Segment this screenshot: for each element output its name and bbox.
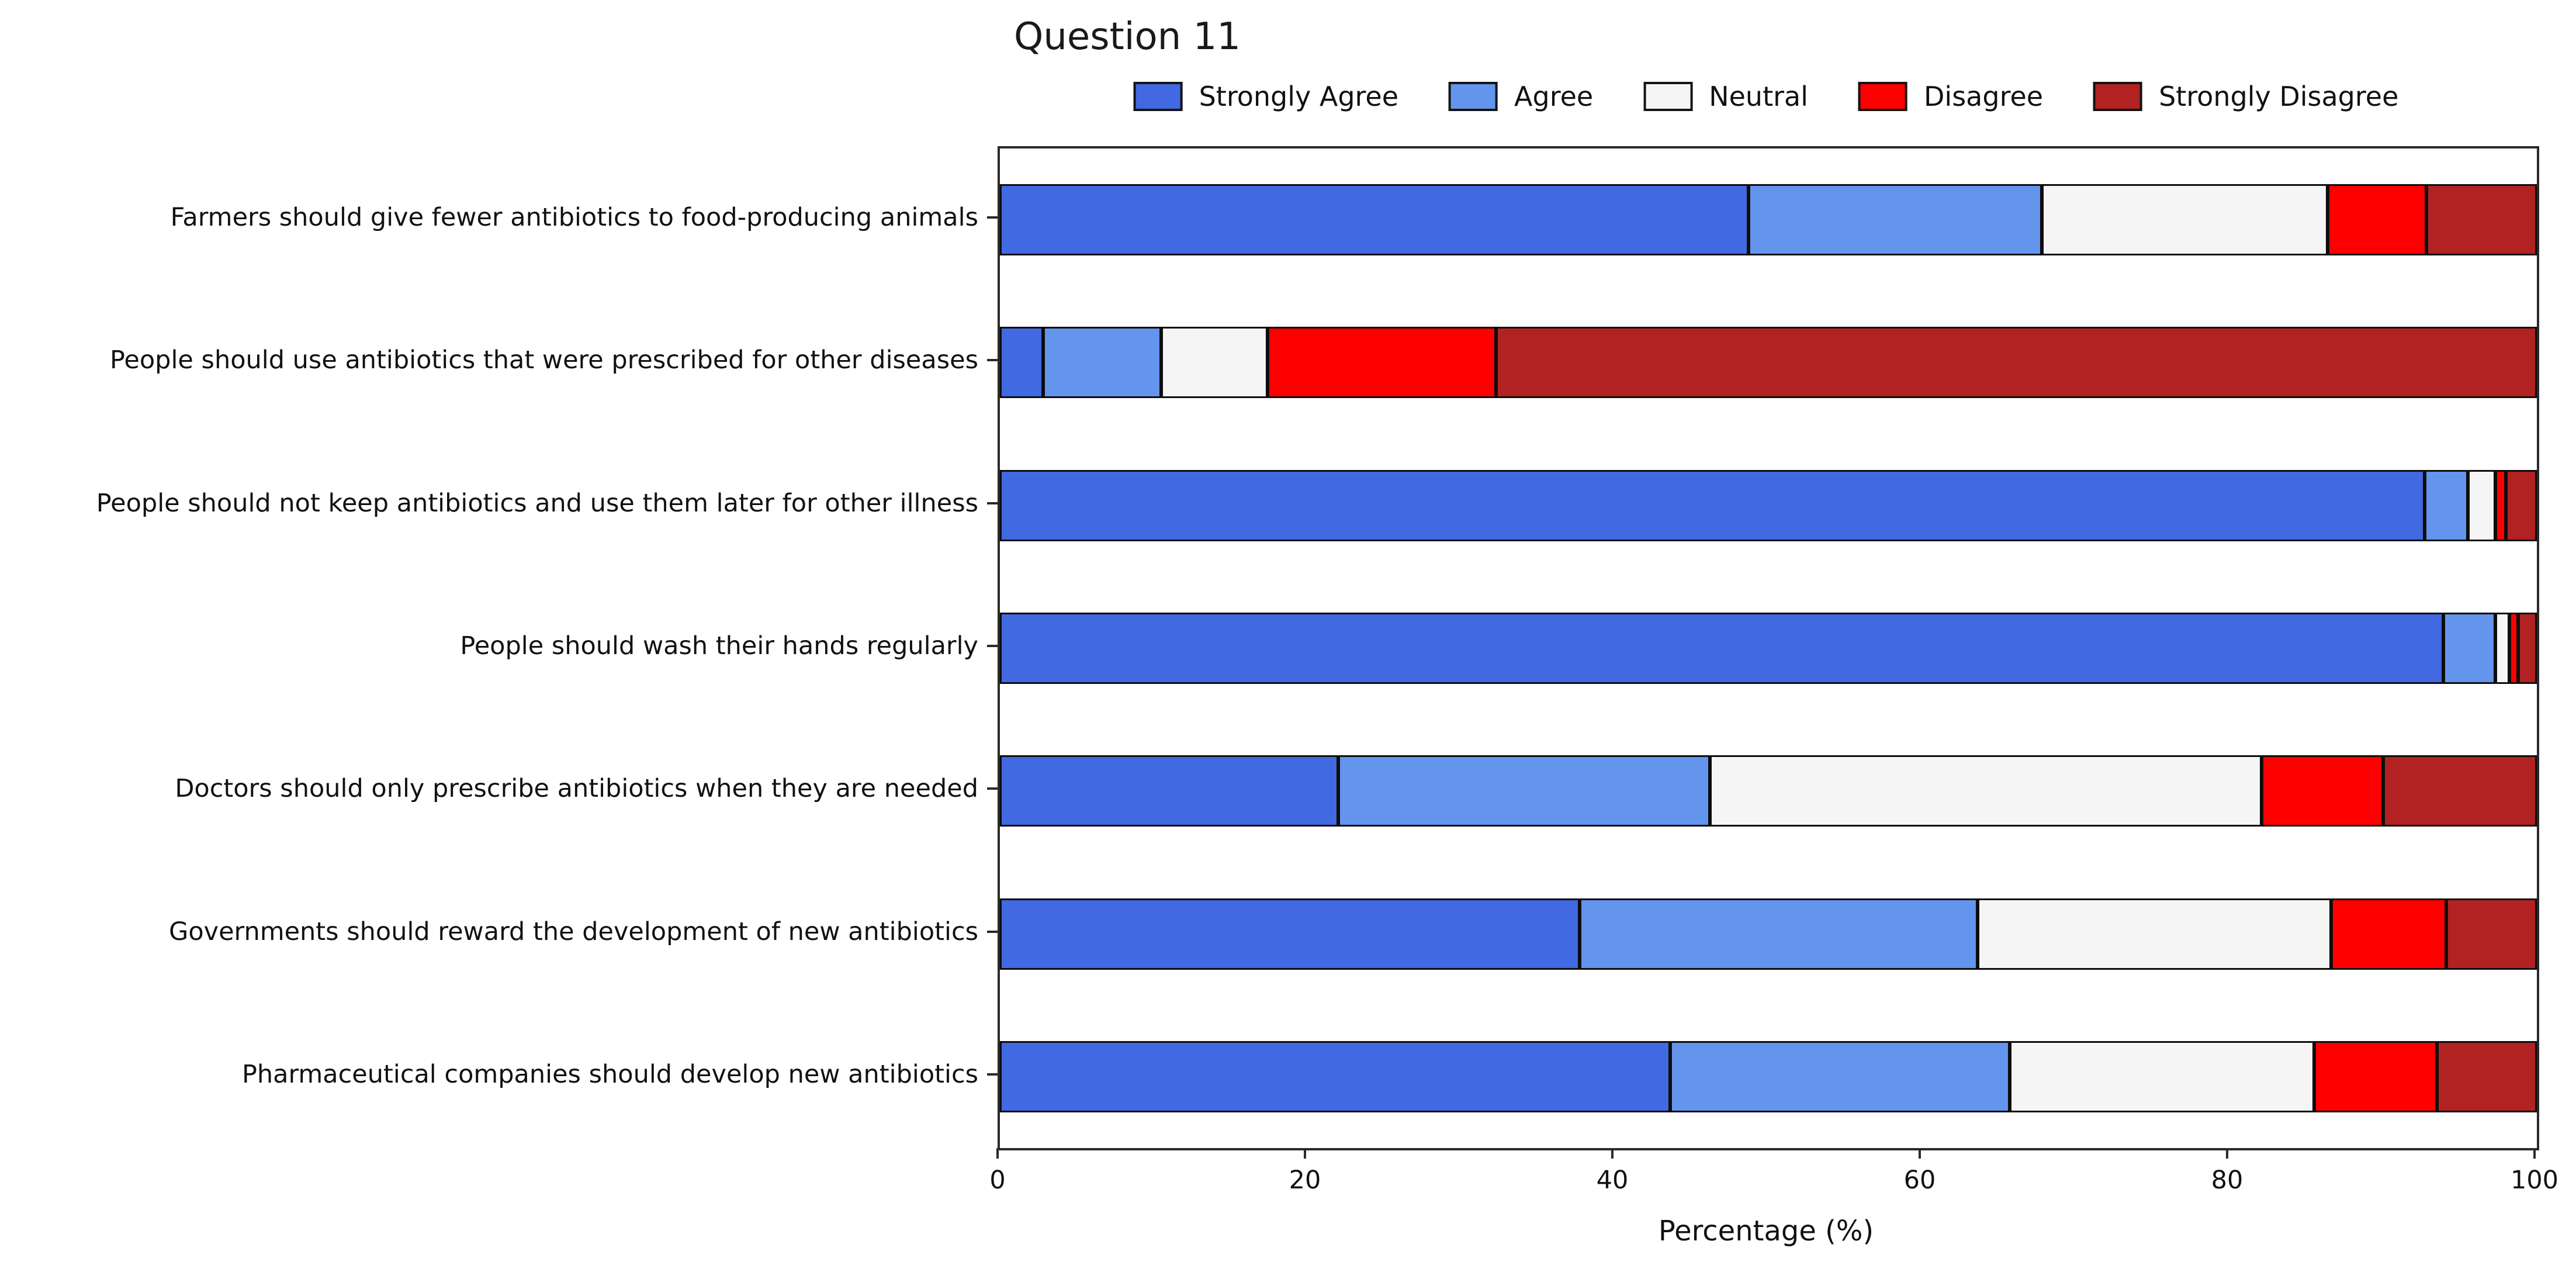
stacked-bar	[1000, 755, 2537, 827]
stacked-bar	[1000, 612, 2537, 684]
bar-row	[1000, 291, 2537, 434]
segment-strongly-agree	[1000, 1041, 1670, 1112]
x-tick-mark	[1611, 1148, 1614, 1159]
segment-neutral	[1977, 898, 2331, 970]
segment-strongly-agree	[1000, 612, 2443, 684]
legend-swatch-strongly-agree-icon	[1133, 82, 1183, 111]
y-tick-label: Doctors should only prescribe antibiotic…	[175, 774, 978, 804]
bar-row	[1000, 862, 2537, 1005]
x-tick-mark	[1304, 1148, 1306, 1159]
stacked-bar	[1000, 184, 2537, 256]
legend-item-strongly-disagree: Strongly Disagree	[2093, 81, 2398, 112]
x-tick-mark	[2226, 1148, 2228, 1159]
y-tick-label: Farmers should give fewer antibiotics to…	[170, 203, 978, 233]
legend-label-neutral: Neutral	[1709, 81, 1809, 112]
segment-strongly-disagree	[2446, 898, 2537, 970]
segment-disagree	[2331, 898, 2446, 970]
y-tick-mark	[987, 216, 998, 219]
legend-swatch-disagree-icon	[1858, 82, 1908, 111]
x-tick-label: 40	[1596, 1166, 1629, 1195]
legend-item-disagree: Disagree	[1858, 81, 2043, 112]
segment-neutral	[1161, 327, 1268, 399]
stacked-bar	[1000, 469, 2537, 541]
segment-agree	[1579, 898, 1978, 970]
x-tick-label: 20	[1289, 1166, 1321, 1195]
segment-strongly-agree	[1000, 898, 1580, 970]
segment-strongly-disagree	[1496, 327, 2537, 399]
segment-strongly-agree	[1000, 469, 2425, 541]
bar-row	[1000, 148, 2537, 291]
legend-swatch-neutral-icon	[1643, 82, 1693, 111]
y-tick-mark	[987, 787, 998, 790]
segment-strongly-disagree	[2506, 469, 2537, 541]
x-tick-label: 80	[2211, 1166, 2243, 1195]
segment-neutral	[2009, 1041, 2314, 1112]
segment-agree	[1043, 327, 1162, 399]
y-tick-mark	[987, 930, 998, 933]
y-tick-mark	[987, 502, 998, 504]
chart-title: Question 11	[1013, 15, 1241, 58]
segment-neutral	[2467, 469, 2495, 541]
legend-label-strongly-agree: Strongly Agree	[1199, 81, 1399, 112]
y-tick-mark	[987, 645, 998, 647]
segment-disagree	[1267, 327, 1497, 399]
segment-disagree	[2509, 612, 2519, 684]
legend-swatch-strongly-disagree-icon	[2093, 82, 2143, 111]
segment-agree	[2443, 612, 2495, 684]
segment-agree	[2425, 469, 2468, 541]
segment-strongly-disagree	[2518, 612, 2537, 684]
bar-row	[1000, 720, 2537, 862]
x-tick-label: 0	[989, 1166, 1006, 1195]
segment-disagree	[2314, 1041, 2437, 1112]
x-tick-mark	[2533, 1148, 2536, 1159]
segment-strongly-disagree	[2383, 755, 2537, 827]
bar-row	[1000, 434, 2537, 577]
segment-strongly-disagree	[2426, 184, 2537, 256]
segment-neutral	[2042, 184, 2328, 256]
x-tick-label: 100	[2510, 1166, 2559, 1195]
plot-area	[998, 146, 2539, 1150]
x-tick-mark	[1919, 1148, 1921, 1159]
segment-neutral	[2495, 612, 2509, 684]
x-tick-label: 60	[1903, 1166, 1936, 1195]
y-tick-mark	[987, 359, 998, 362]
y-tick-label: People should use antibiotics that were …	[110, 345, 978, 375]
segment-disagree	[2495, 469, 2506, 541]
y-tick-label: People should not keep antibiotics and u…	[96, 488, 978, 518]
segment-strongly-agree	[1000, 327, 1043, 399]
legend-label-agree: Agree	[1514, 81, 1594, 112]
segment-strongly-agree	[1000, 755, 1338, 827]
segment-agree	[1338, 755, 1711, 827]
segment-strongly-disagree	[2437, 1041, 2537, 1112]
y-tick-label: People should wash their hands regularly	[460, 631, 978, 661]
y-tick-label: Governments should reward the developmen…	[169, 917, 978, 946]
x-axis-label: Percentage (%)	[1658, 1215, 1874, 1247]
y-tick-label: Pharmaceutical companies should develop …	[241, 1059, 978, 1089]
legend-swatch-agree-icon	[1449, 82, 1498, 111]
segment-agree	[1748, 184, 2042, 256]
bar-row	[1000, 577, 2537, 720]
legend-item-neutral: Neutral	[1643, 81, 1808, 112]
segment-strongly-agree	[1000, 184, 1749, 256]
segment-agree	[1670, 1041, 2010, 1112]
legend-label-disagree: Disagree	[1924, 81, 2044, 112]
y-tick-mark	[987, 1073, 998, 1076]
segment-neutral	[1710, 755, 2262, 827]
legend: Strongly Agree Agree Neutral Disagree Strong…	[1133, 81, 2398, 112]
legend-item-strongly-agree: Strongly Agree	[1133, 81, 1399, 112]
stacked-bar	[1000, 1041, 2537, 1112]
stacked-bar	[1000, 327, 2537, 399]
segment-disagree	[2328, 184, 2426, 256]
segment-disagree	[2262, 755, 2383, 827]
x-tick-mark	[996, 1148, 999, 1159]
legend-item-agree: Agree	[1449, 81, 1593, 112]
bar-row	[1000, 1005, 2537, 1148]
legend-label-strongly-disagree: Strongly Disagree	[2159, 81, 2399, 112]
stacked-bar	[1000, 898, 2537, 970]
